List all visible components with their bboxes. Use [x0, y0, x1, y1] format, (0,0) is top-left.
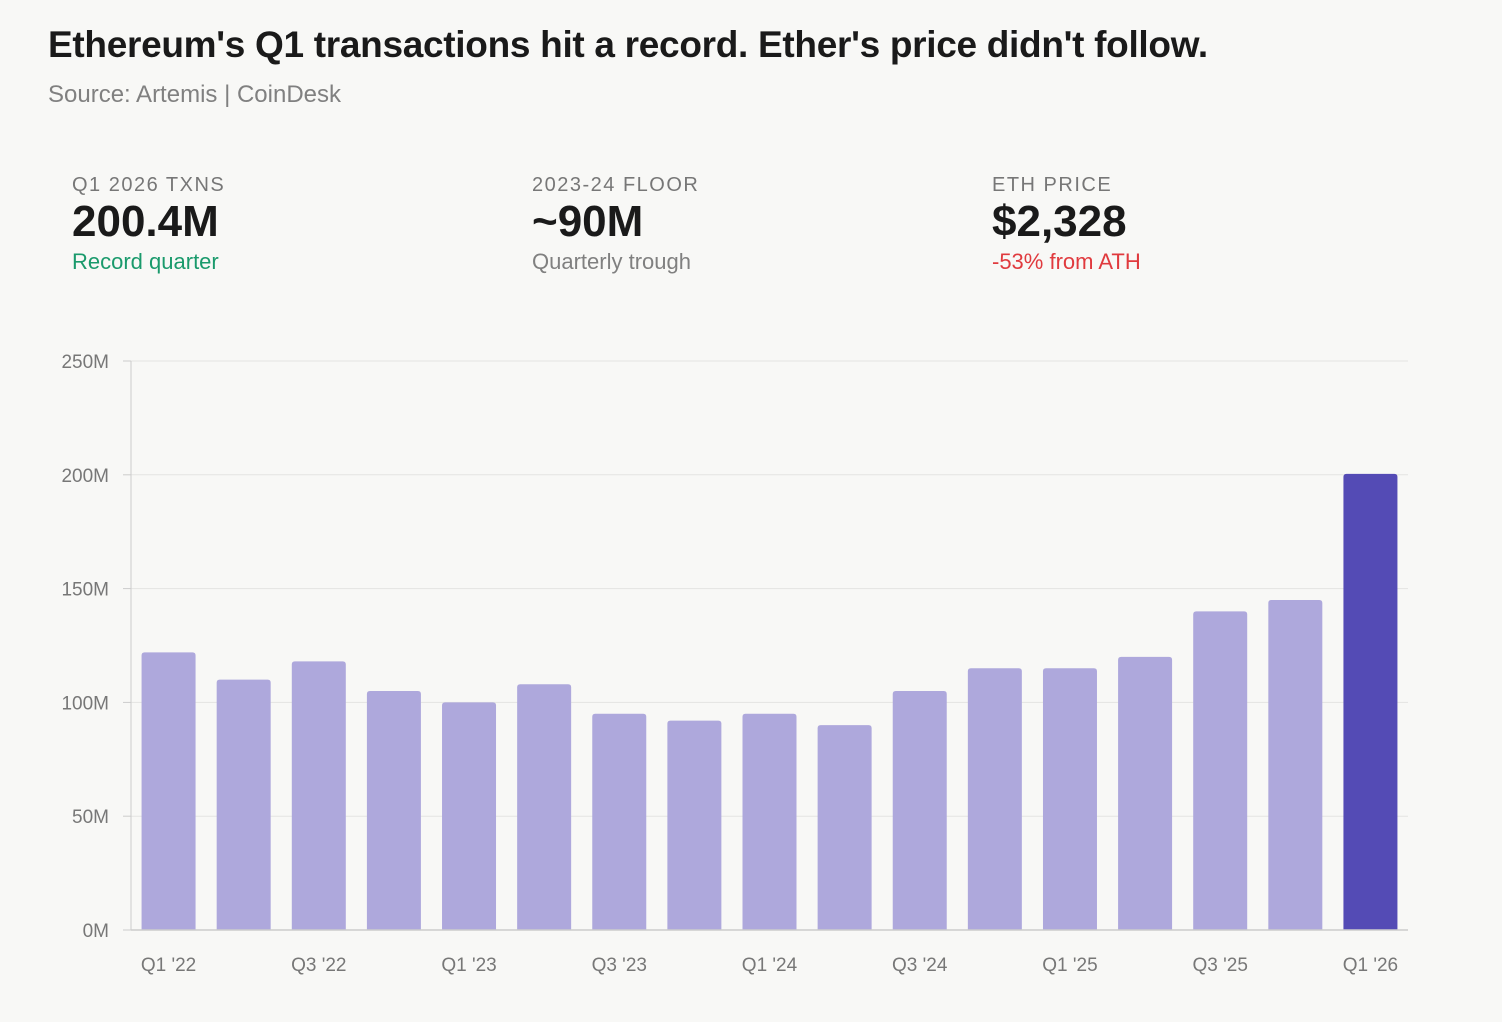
y-tick-label: 150M	[61, 580, 109, 601]
stat-value: 200.4M	[72, 197, 219, 246]
bar-q1-24	[742, 713, 797, 930]
bar-q2-22	[216, 679, 271, 930]
y-tick-label: 100M	[61, 693, 109, 714]
y-tick-label: 50M	[72, 807, 109, 828]
stat-eth-price: ETH PRICE $2,328 -53% from ATH	[992, 174, 1141, 275]
stat-label: 2023-24 FLOOR	[532, 174, 700, 196]
bar-q4-24	[967, 668, 1022, 930]
bar-q4-25	[1268, 599, 1323, 930]
y-tick-label: 250M	[61, 352, 109, 373]
chart-title: Ethereum's Q1 transactions hit a record.…	[48, 24, 1208, 65]
stat-note: -53% from ATH	[992, 249, 1141, 274]
x-tick-label: Q1 '26	[1343, 955, 1398, 976]
x-tick-label: Q3 '22	[291, 955, 346, 976]
bar-q3-22	[291, 661, 346, 930]
x-tick-label: Q1 '22	[141, 955, 196, 976]
bar-q1-26	[1343, 473, 1398, 930]
bar-q3-23	[592, 713, 647, 930]
stat-floor: 2023-24 FLOOR ~90M Quarterly trough	[532, 174, 699, 275]
y-tick-label: 200M	[61, 466, 109, 487]
bar-q1-25	[1042, 668, 1097, 930]
stat-label: Q1 2026 TXNS	[72, 174, 226, 196]
bar-q1-23	[442, 702, 497, 930]
stat-value: $2,328	[992, 197, 1127, 246]
bar-q2-24	[817, 725, 872, 930]
x-tick-label: Q1 '23	[441, 955, 496, 976]
y-tick-label: 0M	[83, 921, 109, 942]
stat-value: ~90M	[532, 197, 644, 246]
chart-source: Source: Artemis | CoinDesk	[48, 81, 342, 108]
x-tick-label: Q3 '25	[1193, 955, 1248, 976]
bar-q2-25	[1118, 656, 1173, 930]
x-tick-label: Q1 '25	[1042, 955, 1097, 976]
stat-note: Record quarter	[72, 249, 219, 274]
bar-q1-22	[141, 652, 196, 930]
stat-note: Quarterly trough	[532, 249, 691, 274]
bar-q3-24	[892, 691, 947, 930]
x-tick-label: Q3 '23	[592, 955, 647, 976]
stat-label: ETH PRICE	[992, 174, 1113, 196]
bar-q3-25	[1193, 611, 1248, 930]
bar-q2-23	[517, 684, 572, 930]
bar-q4-22	[366, 691, 421, 930]
x-tick-label: Q3 '24	[892, 955, 948, 976]
bar-q4-23	[667, 720, 722, 930]
x-tick-label: Q1 '24	[742, 955, 798, 976]
stat-q1-txns: Q1 2026 TXNS 200.4M Record quarter	[72, 174, 225, 275]
